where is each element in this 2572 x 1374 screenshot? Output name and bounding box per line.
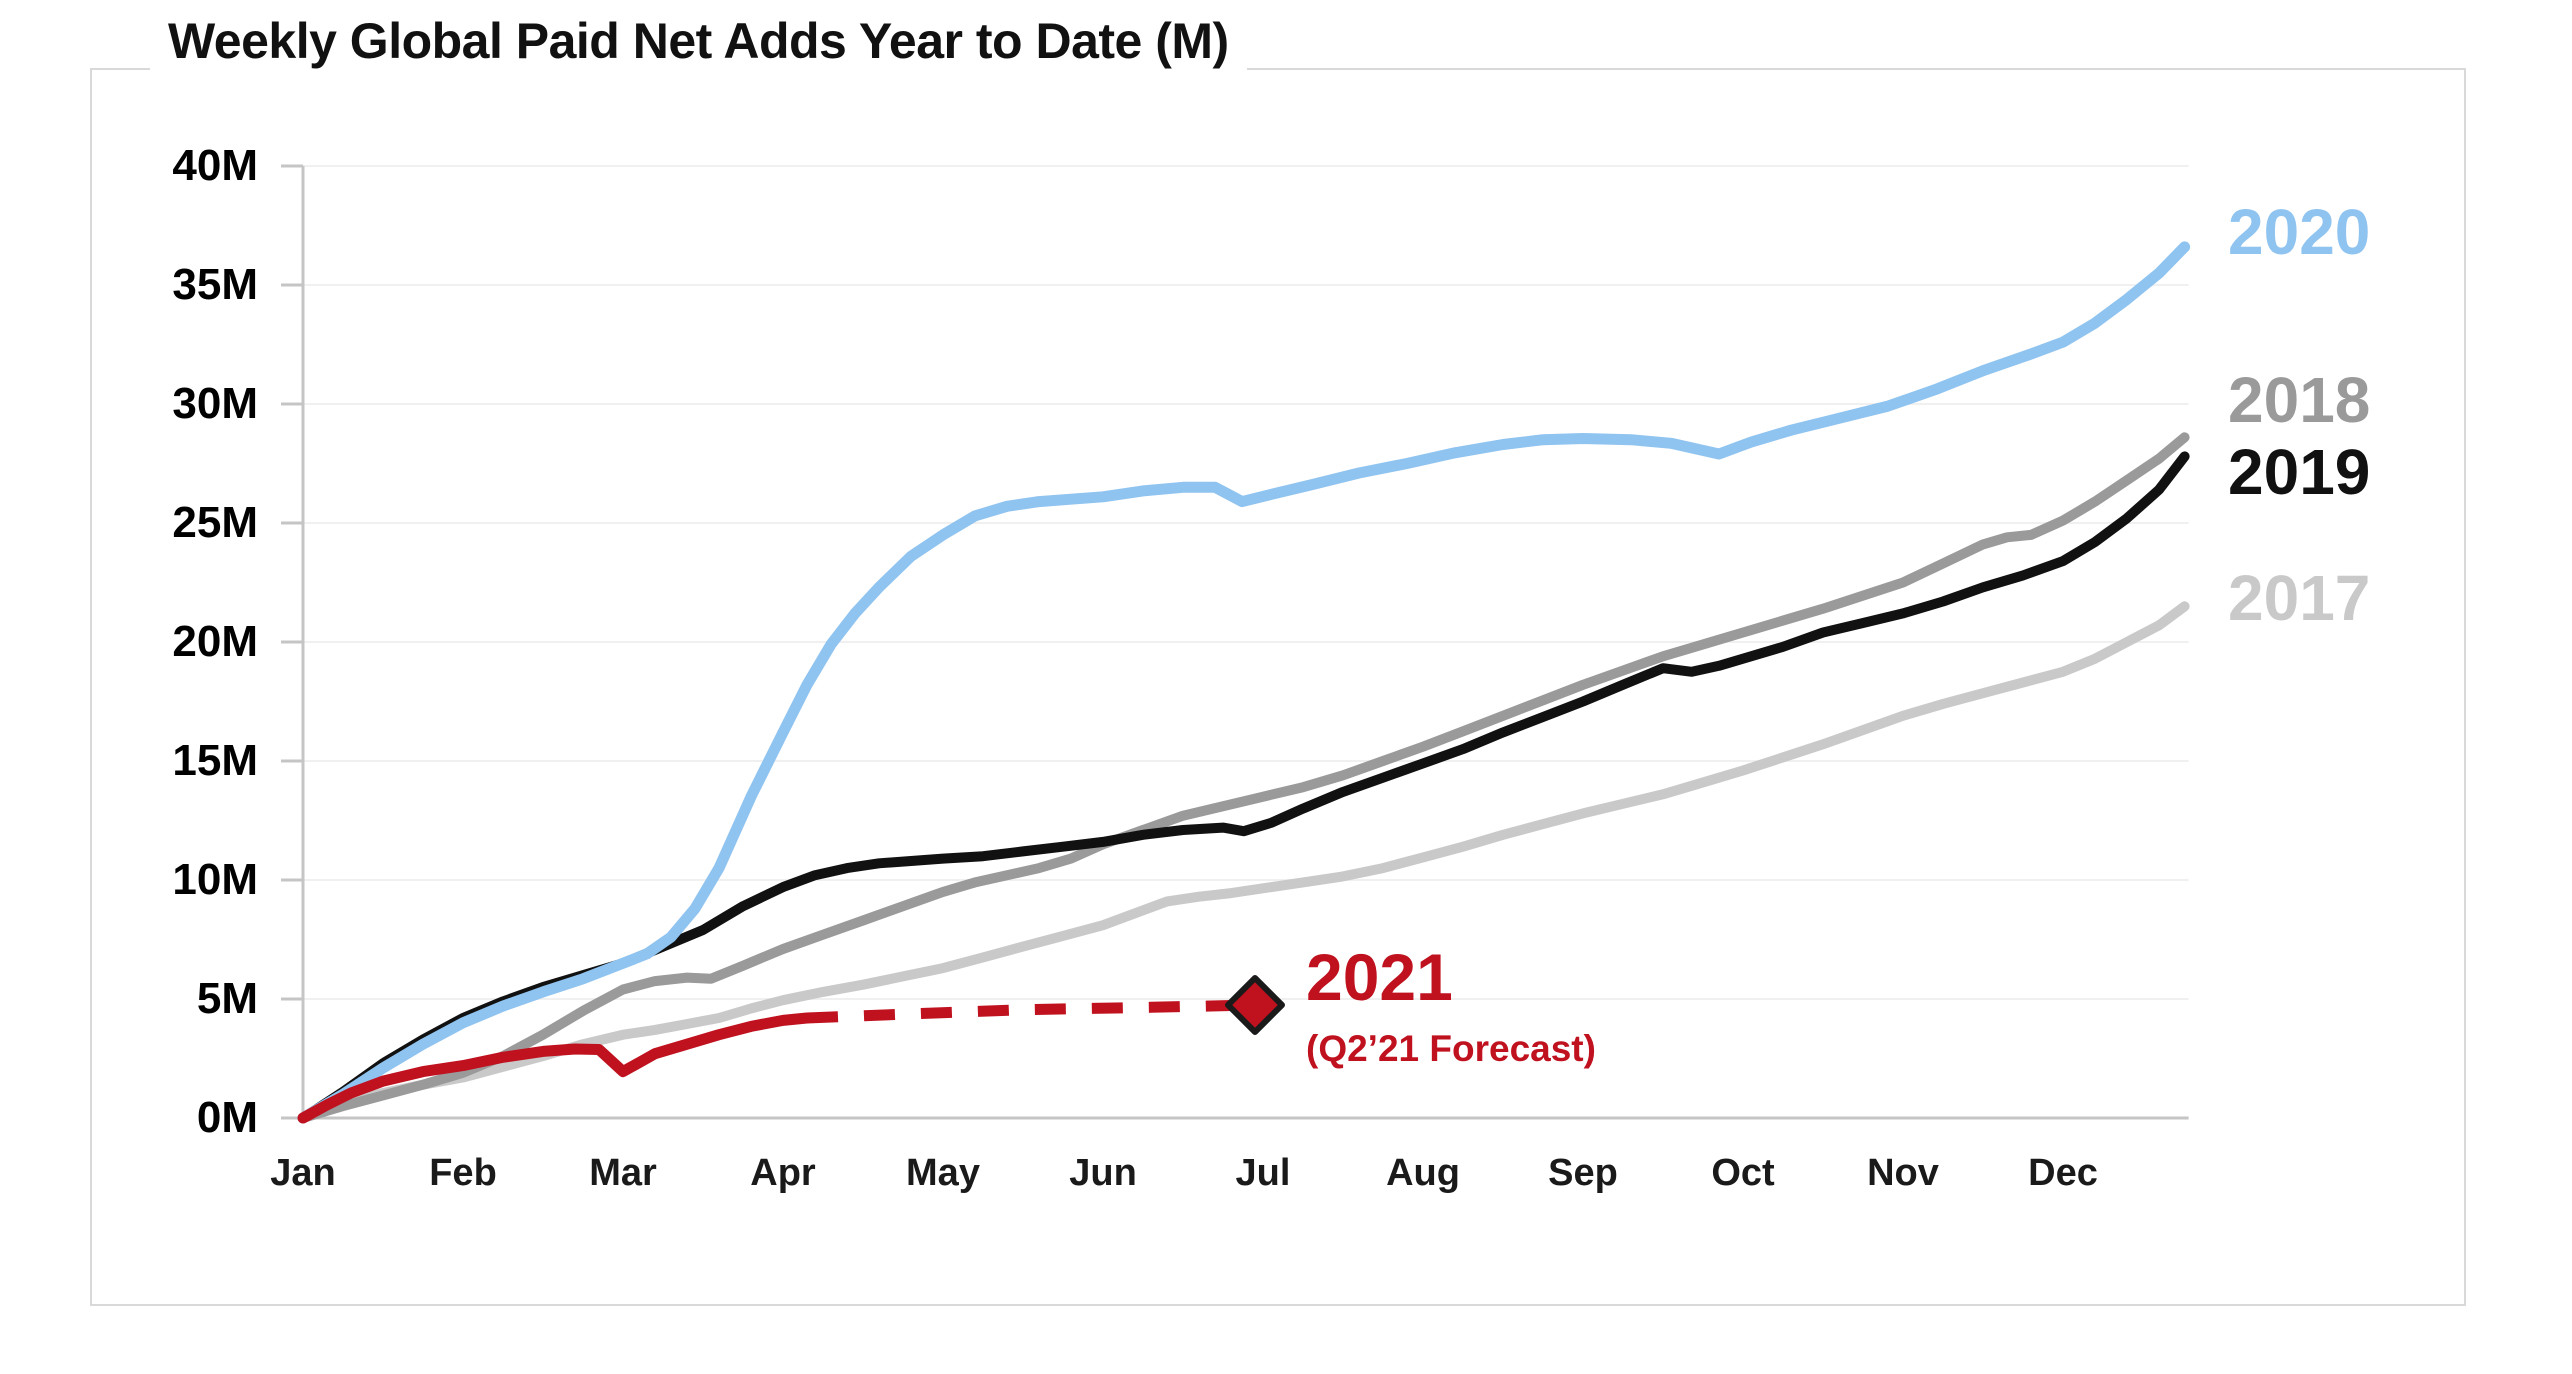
series-line-2021-forecast: [806, 999, 1256, 1024]
annotation-forecast-label: (Q2’21 Forecast): [1306, 1028, 1596, 1069]
annotation-2021-label: 2021: [1306, 940, 1453, 1014]
x-axis-label-Jun: Jun: [1069, 1152, 1137, 1194]
y-axis-label-5M: 5M: [196, 974, 258, 1023]
x-axis-label-Oct: Oct: [1711, 1152, 1775, 1194]
chart-frame: [90, 68, 2466, 1306]
x-axis-label-Mar: Mar: [589, 1152, 657, 1194]
y-axis-label-15M: 15M: [172, 736, 258, 785]
forecast-diamond-marker: [1225, 974, 1285, 1035]
series-line-2020: [297, 241, 2191, 1124]
y-axis-label-30M: 30M: [172, 379, 258, 428]
y-axis-label-10M: 10M: [172, 855, 258, 904]
chart-title: Weekly Global Paid Net Adds Year to Date…: [150, 12, 1247, 70]
legend-label-2019: 2019: [2228, 436, 2371, 508]
legend-label-2017: 2017: [2228, 562, 2371, 634]
x-axis-label-Feb: Feb: [429, 1152, 497, 1194]
x-axis-label-Apr: Apr: [750, 1152, 816, 1194]
x-axis-label-Jul: Jul: [1235, 1152, 1291, 1194]
series-line-2018: [298, 432, 2190, 1123]
series-line-2021: [297, 1012, 813, 1124]
x-axis-label-Dec: Dec: [2028, 1152, 2098, 1194]
x-axis-label-Aug: Aug: [1386, 1152, 1460, 1194]
x-axis-label-Nov: Nov: [1867, 1152, 1939, 1194]
y-axis-label-35M: 35M: [172, 260, 258, 309]
x-axis-label-Sep: Sep: [1548, 1152, 1618, 1194]
x-axis-label-May: May: [906, 1152, 980, 1194]
legend-label-2020: 2020: [2228, 196, 2371, 268]
y-axis-label-25M: 25M: [172, 498, 258, 547]
y-axis-label-20M: 20M: [172, 617, 258, 666]
legend-label-2018: 2018: [2228, 364, 2371, 436]
y-axis-label-40M: 40M: [172, 141, 258, 190]
y-axis-label-0M: 0M: [196, 1093, 258, 1142]
x-axis-label-Jan: Jan: [270, 1152, 336, 1194]
series-line-2017: [298, 601, 2190, 1123]
